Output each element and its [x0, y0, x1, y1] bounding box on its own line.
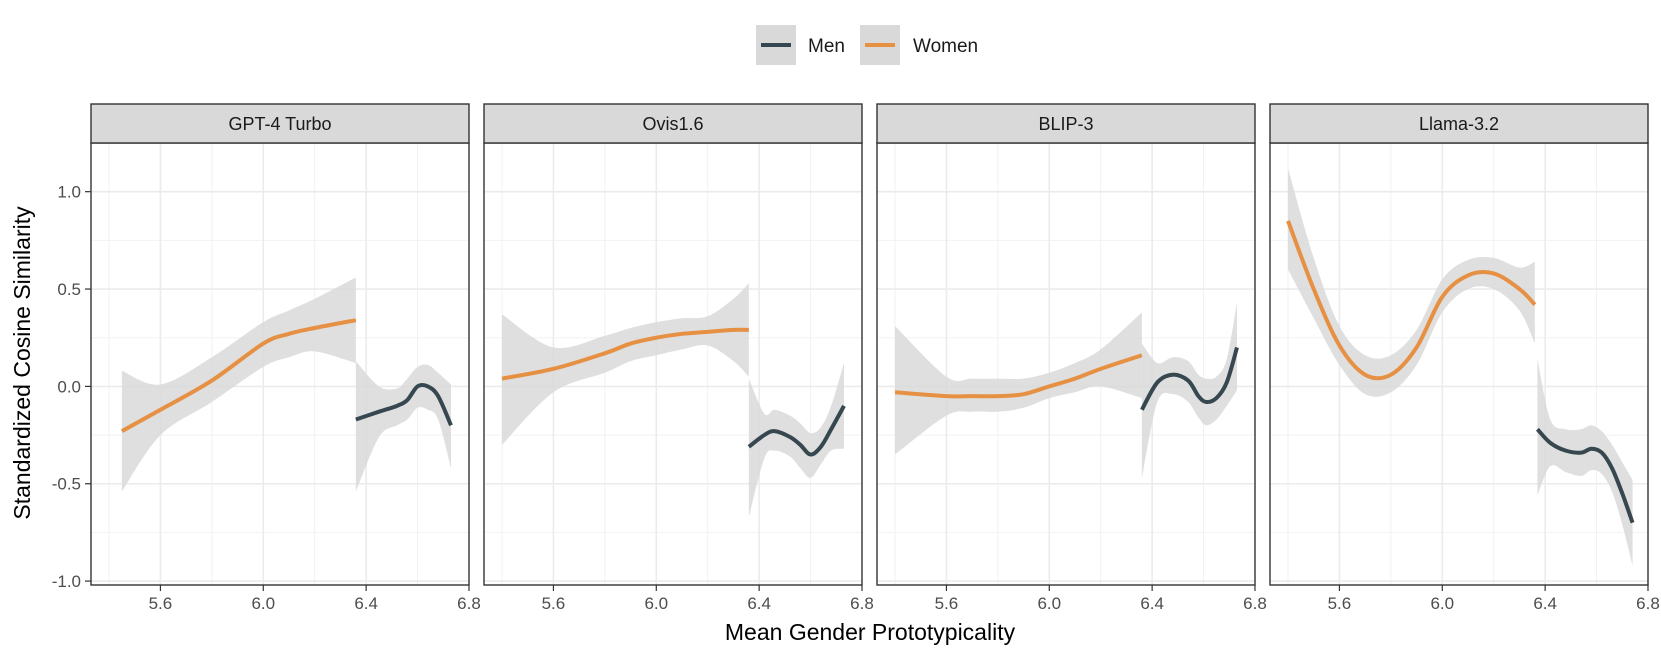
x-tick-label: 6.0: [251, 594, 275, 613]
x-tick-label: 6.8: [850, 594, 874, 613]
facets: GPT-4 Turbo 5.6 6.0 6.4 6.8 -1.0 -0.5 0.0 0.5 1.0…: [52, 103, 1660, 613]
series-line-men: [747, 404, 846, 457]
strip-background: [90, 103, 470, 144]
strip-label-ovis1-6: Ovis1.6: [642, 114, 703, 134]
confidence-band-women: [1288, 168, 1535, 397]
y-tick-label: 1.0: [57, 183, 81, 202]
facet-llama-3-2: Llama-3.2 5.6 6.0 6.4 6.8: [1269, 103, 1660, 613]
strip-background: [1269, 103, 1649, 144]
strip-background: [483, 103, 863, 144]
confidence-band-men: [355, 361, 451, 492]
confidence-band-women: [502, 283, 749, 445]
series-line-women: [894, 353, 1143, 399]
x-tick-label: 6.8: [1243, 594, 1267, 613]
x-tick-label: 6.8: [1636, 594, 1660, 613]
x-tick-label: 6.0: [1430, 594, 1454, 613]
facet-ovis1-6: Ovis1.6 5.6 6.0 6.4 6.8: [483, 103, 874, 613]
legend: Men Women: [756, 25, 978, 65]
y-tick-label: -1.0: [52, 572, 81, 591]
x-tick-label: 5.6: [935, 594, 959, 613]
series-line-men: [1535, 427, 1635, 524]
y-tick-label: -0.5: [52, 475, 81, 494]
y-axis-title: Standardized Cosine Similarity: [9, 206, 35, 520]
strip-label-llama-3-2: Llama-3.2: [1419, 114, 1499, 134]
confidence-band-men: [1141, 302, 1237, 478]
panel-data: [120, 277, 453, 492]
confidence-band-women: [895, 312, 1142, 455]
panel-data: [501, 283, 846, 517]
y-tick-label: 0.0: [57, 377, 81, 396]
series-line-men: [1140, 346, 1239, 411]
series-line-women: [1286, 220, 1537, 381]
x-tick-label: 5.6: [542, 594, 566, 613]
confidence-band-men: [1537, 359, 1633, 566]
panel-background: [877, 143, 1255, 585]
legend-label-men: Men: [808, 36, 845, 57]
x-tick-label: 5.6: [149, 594, 173, 613]
x-tick-label: 6.4: [1533, 594, 1557, 613]
series-line-women: [501, 327, 749, 381]
x-tick-label: 6.4: [354, 594, 378, 613]
strip-background: [876, 103, 1256, 144]
panel-background: [1270, 143, 1648, 585]
strip-label-blip-3: BLIP-3: [1038, 114, 1093, 134]
x-tick-label: 5.6: [1328, 594, 1352, 613]
x-tick-label: 6.4: [1140, 594, 1164, 613]
strip-label-gpt-4-turbo: GPT-4 Turbo: [228, 114, 331, 134]
panel-background: [91, 143, 469, 585]
facet-blip-3: BLIP-3 5.6 6.0 6.4 6.8: [876, 103, 1267, 613]
x-tick-label: 6.0: [1037, 594, 1061, 613]
x-tick-label: 6.4: [747, 594, 771, 613]
series-line-men: [355, 382, 453, 427]
facet-gpt-4-turbo: GPT-4 Turbo 5.6 6.0 6.4 6.8 -1.0 -0.5 0.0 0.5 1.0: [52, 103, 481, 613]
series-line-women: [120, 318, 357, 433]
legend-label-women: Women: [913, 36, 978, 57]
y-tick-label: 0.5: [57, 280, 81, 299]
x-tick-label: 6.8: [457, 594, 481, 613]
panel-data: [1286, 168, 1635, 566]
x-tick-label: 6.0: [644, 594, 668, 613]
panel-data: [894, 302, 1239, 478]
x-axis-title: Mean Gender Prototypicality: [725, 619, 1016, 645]
